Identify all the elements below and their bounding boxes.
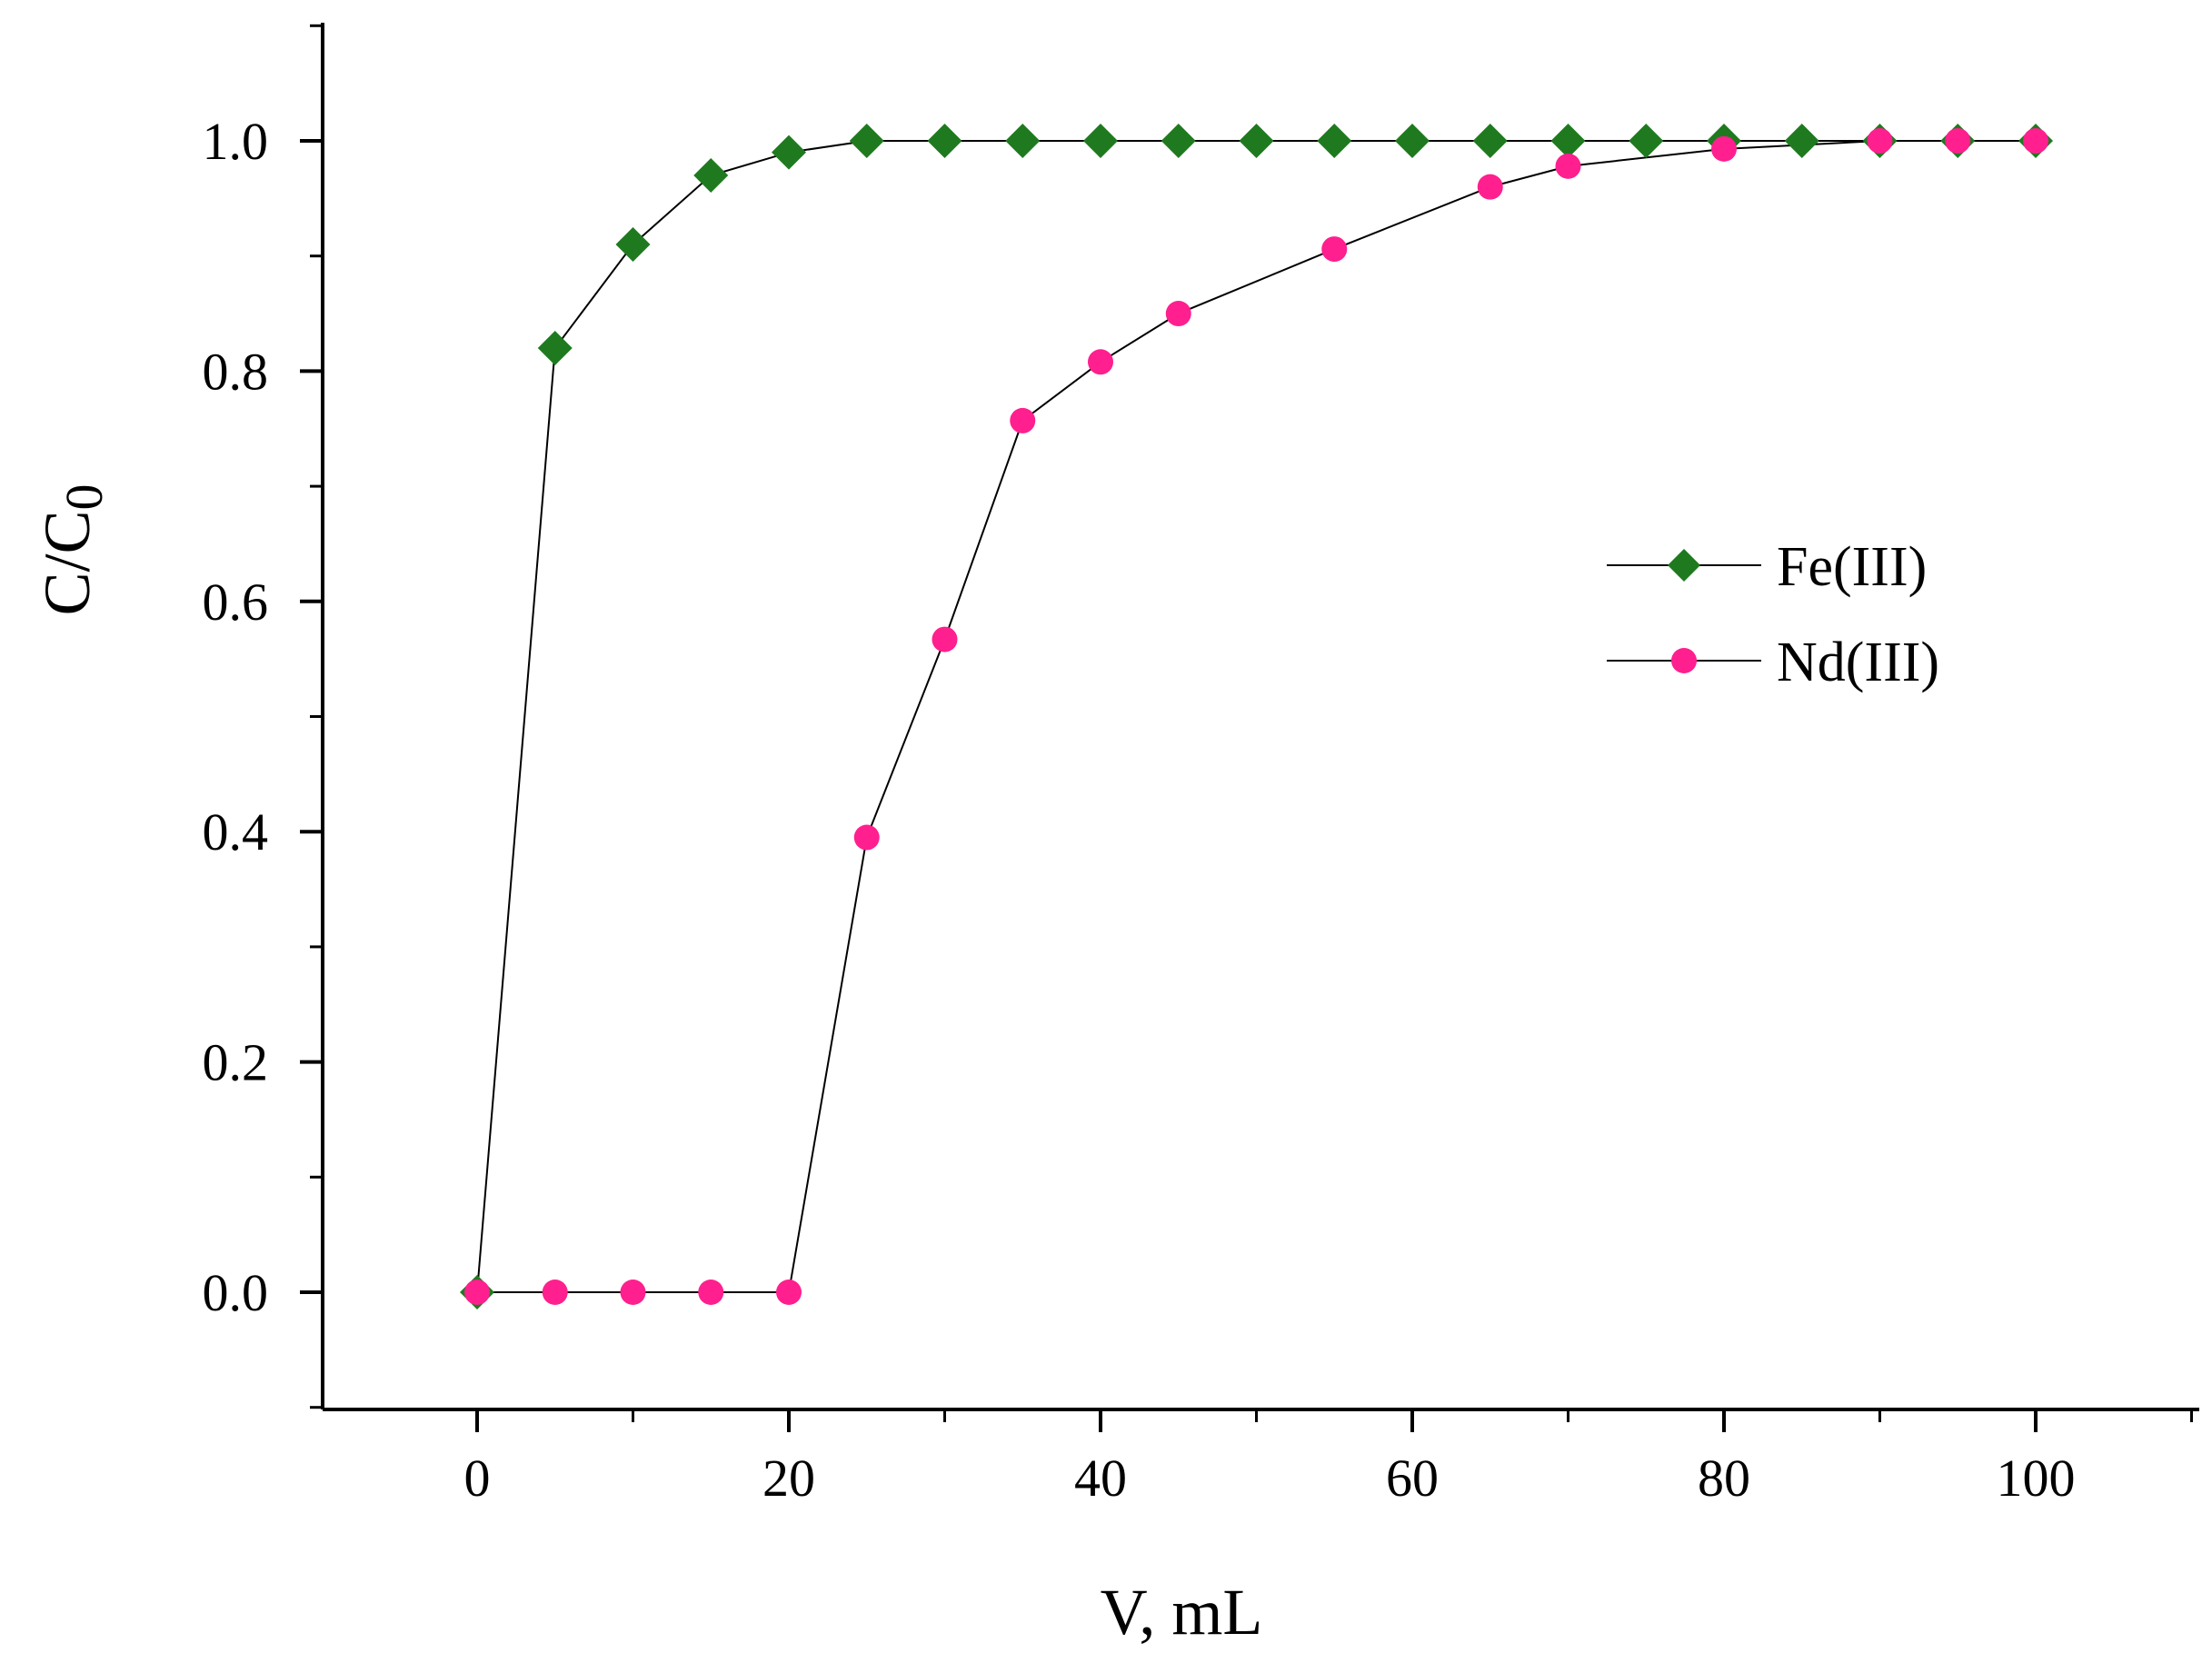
- y-tick-label: 0.0: [203, 1263, 269, 1322]
- y-tick-label: 0.6: [203, 573, 269, 632]
- nd-data-point: [2023, 128, 2048, 154]
- fe-data-point: [1317, 124, 1352, 158]
- nd-data-point: [776, 1280, 802, 1305]
- nd-data-point: [1945, 128, 1971, 154]
- axes: [321, 23, 2199, 1411]
- fe-data-point: [1550, 124, 1586, 158]
- legend-label-fe: Fe(III): [1777, 536, 1927, 598]
- nd-data-point: [932, 626, 958, 652]
- nd-data-point: [542, 1280, 568, 1305]
- svg-text:C/C0: C/C0: [31, 483, 114, 615]
- fe-data-point: [1161, 124, 1196, 158]
- nd-data-point: [853, 824, 880, 851]
- legend-marker-fe: [1668, 549, 1700, 582]
- x-tick-label: 60: [1386, 1449, 1439, 1508]
- fe-data-point: [1395, 124, 1430, 158]
- y-tick-label: 1.0: [203, 112, 269, 171]
- fe-data-point: [615, 227, 651, 263]
- nd-data-point: [1010, 407, 1036, 433]
- nd-data-point: [1321, 236, 1348, 263]
- x-tick-label: 40: [1074, 1449, 1127, 1508]
- fe-data-point: [1083, 124, 1118, 158]
- nd-data-point: [1711, 135, 1737, 162]
- nd-data-point: [698, 1280, 724, 1305]
- y-axis-title: C/C0: [31, 483, 114, 615]
- legend: Fe(III) Nd(III): [1607, 536, 1939, 693]
- fe-data-point: [1239, 124, 1274, 158]
- x-tick-label: 80: [1698, 1449, 1750, 1508]
- nd-data-point: [1165, 301, 1191, 327]
- y-axis-title-main: C/C: [31, 510, 104, 615]
- nd-data-point: [1088, 349, 1113, 375]
- legend-label-nd: Nd(III): [1777, 632, 1939, 693]
- fe-data-point: [1472, 124, 1508, 158]
- x-tick-label: 20: [762, 1449, 815, 1508]
- series-lines: [476, 140, 2036, 1293]
- nd-data-point: [1555, 153, 1581, 179]
- fe-data-point: [537, 331, 573, 366]
- fe-data-point: [1629, 124, 1664, 158]
- fe-data-point: [693, 158, 729, 194]
- fe-data-point: [849, 124, 884, 158]
- y-axis-title-subscript: 0: [55, 483, 114, 510]
- y-tick-label: 0.4: [203, 802, 269, 861]
- fe-data-point: [927, 124, 962, 158]
- x-axis-title: V, mL: [1101, 1576, 1263, 1648]
- fe-data-point: [1784, 124, 1819, 158]
- nd-data-point: [1867, 128, 1893, 154]
- fe-data-point: [772, 134, 806, 170]
- series-line-nd: [477, 140, 2036, 1293]
- series-markers: [460, 124, 2053, 1309]
- x-tick-label: 0: [464, 1449, 491, 1508]
- nd-data-point: [464, 1280, 490, 1305]
- x-tick-label: 100: [1997, 1449, 2076, 1508]
- nd-data-point: [620, 1280, 646, 1305]
- nd-data-point: [1477, 174, 1503, 200]
- ticks: [300, 24, 2193, 1432]
- legend-marker-nd: [1671, 648, 1697, 673]
- y-tick-label: 0.2: [203, 1033, 269, 1092]
- fe-data-point: [1005, 124, 1041, 158]
- y-tick-label: 0.8: [203, 342, 269, 401]
- tick-labels: 0 20 40 60 80 100 0.0 0.2 0.4 0.6 0.8 1.0: [203, 112, 2076, 1508]
- series-line-fe: [476, 140, 2036, 1293]
